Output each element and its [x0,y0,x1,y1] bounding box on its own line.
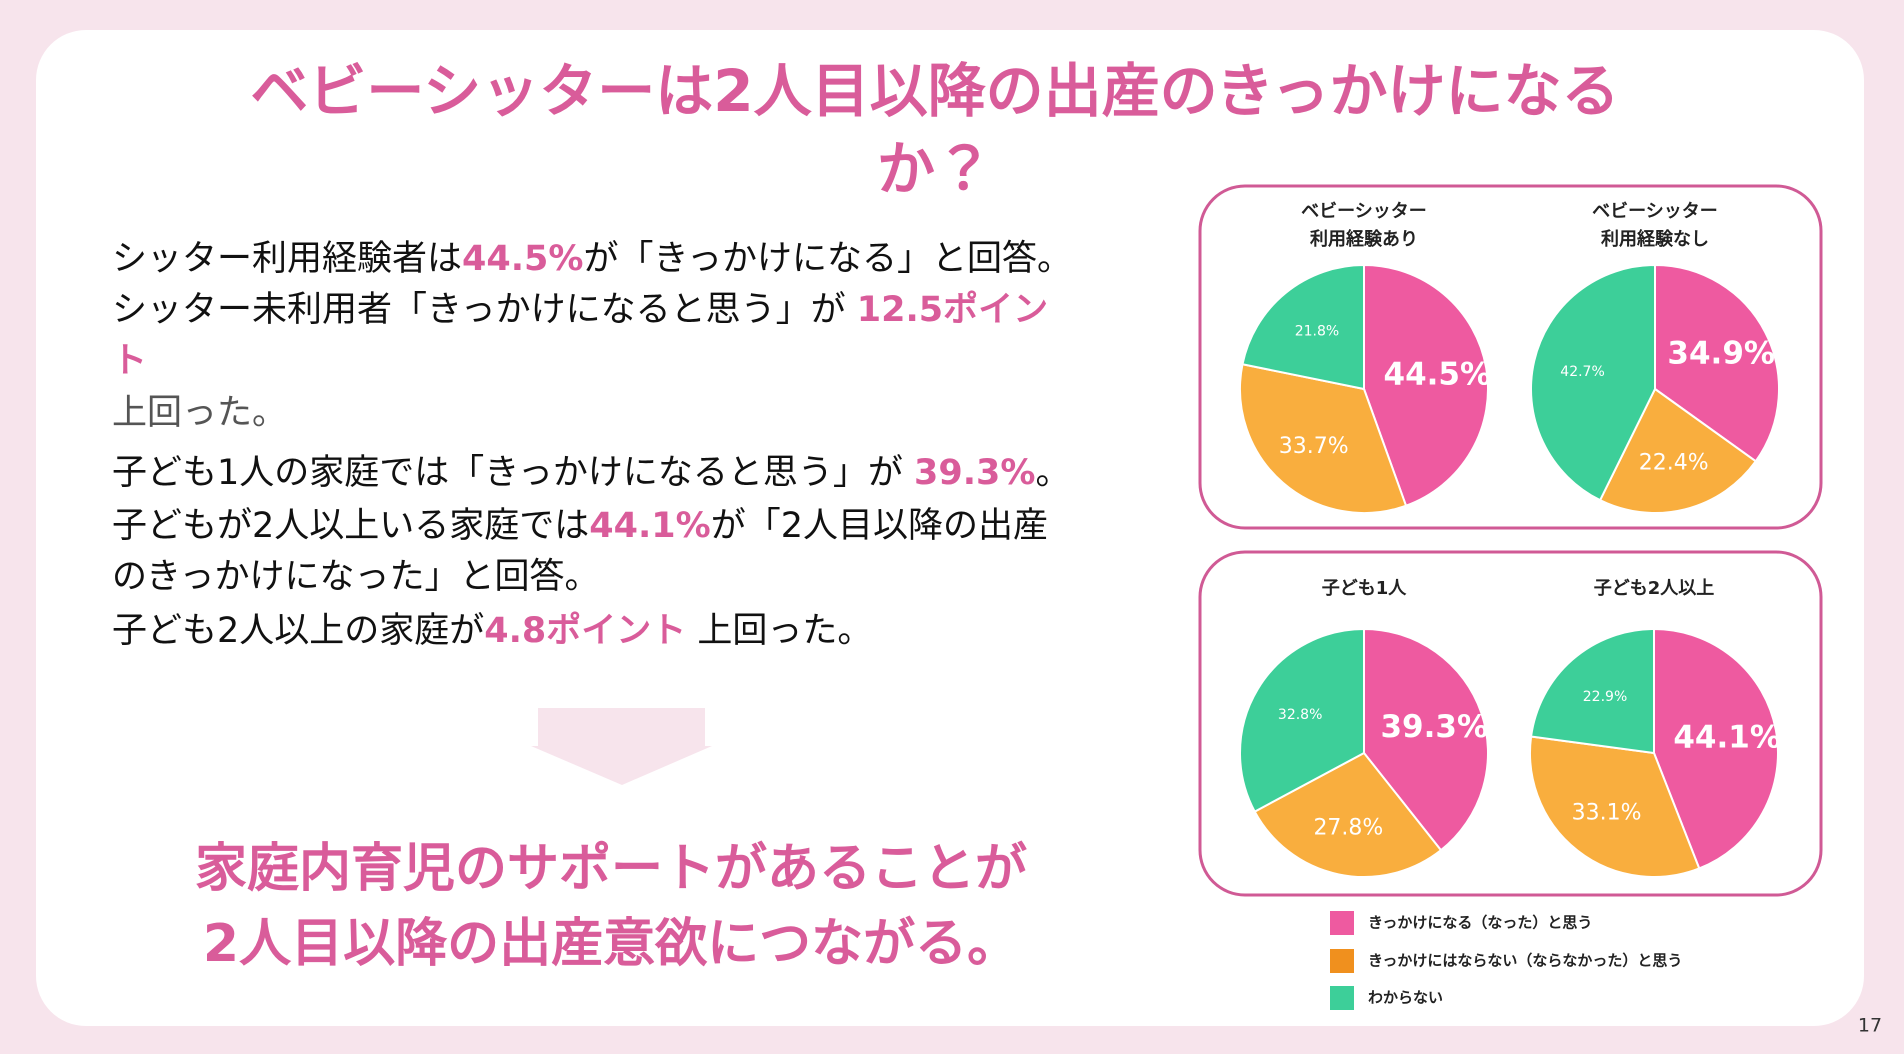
slice-label: 21.8% [1295,323,1339,339]
conclusion-line: 家庭内育児のサポートがあることが [194,839,1027,899]
text: が「きっかけになる」と回答。 [583,239,1073,279]
slice-label: 32.8% [1278,707,1322,723]
pie-slice [1529,627,1655,755]
pie-slice [1598,387,1758,514]
chart-panel [1198,550,1823,897]
body-line: 子ども2人以上の家庭が4.8ポイント 上回った。 [112,602,872,653]
body-line: シッター利用経験者は44.5%が「きっかけになる」と回答。 [112,230,1072,281]
chart-title: 子ども1人 [1322,578,1408,599]
highlight: 44.5% [462,239,584,279]
highlight: 4.8ポイント [484,611,687,651]
highlight: 上回った。 [112,393,288,433]
text: シッター利用経験者は [112,239,463,279]
pie-slice [1654,263,1780,463]
slice-label: 22.9% [1583,689,1627,705]
text: シッター未利用者「きっかけになると思う」が [112,290,857,330]
pie-slice [1653,627,1779,870]
body-line: 子ども1人の家庭では「きっかけになると思う」が 39.3%。 [112,444,1070,495]
text: 子ども2人以上の家庭が [112,611,485,651]
pie-slice [1239,363,1408,514]
legend-swatch [1330,911,1354,935]
slice-label: 27.8% [1313,815,1383,840]
slice-label: 42.7% [1560,364,1604,380]
title-line: か？ [876,135,993,203]
text: 。 [1035,453,1071,493]
body-line: ト [112,332,147,383]
pie-slice [1363,263,1489,507]
pie-slice [1529,735,1701,878]
legend-swatch [1330,986,1354,1010]
pie-slice [1239,627,1365,813]
slice-label: 22.4% [1639,451,1709,476]
body-line: 子どもが2人以上いる家庭では44.1%が「2人目以降の出産 [112,497,1048,548]
text: 上回った。 [686,611,873,651]
legend-swatch [1330,949,1354,973]
legend-label: きっかけになる（なった）と思う [1368,914,1592,932]
down-arrow [531,708,712,785]
text: 子ども1人の家庭では「きっかけになると思う」が [112,453,914,493]
body-line: シッター未利用者「きっかけになると思う」が 12.5ポイン [112,281,1048,332]
text: が「2人目以降の出産 [710,506,1048,546]
legend-label: わからない [1368,989,1443,1007]
highlight: 12.5ポイン [856,290,1049,330]
slice-label: 33.7% [1279,434,1349,459]
pie-slice [1530,263,1656,502]
slice-label: 44.1% [1673,720,1781,756]
text: のきっかけになった」と回答。 [112,557,600,597]
chart-title: 利用経験あり [1310,228,1418,250]
slice-label: 33.1% [1572,800,1642,825]
body-line: 上回った。 [112,384,287,435]
legend-label: きっかけにはならない（ならなかった）と思う [1368,952,1682,970]
slice-label: 34.9% [1667,336,1775,372]
title-line: ベビーシッターは2人目以降の出産のきっかけになる [250,57,1620,125]
conclusion-line: 2人目以降の出産意欲につながる。 [202,914,1020,974]
chart-title: ベビーシッター [1592,201,1718,222]
chart-panel [1198,184,1823,530]
text: 子どもが2人以上いる家庭では [112,506,590,546]
highlight: ト [112,341,148,381]
chart-title: ベビーシッター [1301,201,1427,222]
pie-slice [1241,263,1365,391]
chart-title: 子ども2人以上 [1594,578,1715,599]
chart-title: 利用経験なし [1601,228,1709,250]
highlight: 39.3% [914,453,1036,493]
body-line: のきっかけになった」と回答。 [112,548,600,599]
page-number: 17 [1858,1015,1882,1037]
slice-label: 39.3% [1380,709,1488,745]
highlight: 44.1% [589,506,711,546]
slice-label: 44.5% [1384,357,1492,393]
pie-slice [1363,627,1489,852]
pie-slice [1253,751,1443,878]
